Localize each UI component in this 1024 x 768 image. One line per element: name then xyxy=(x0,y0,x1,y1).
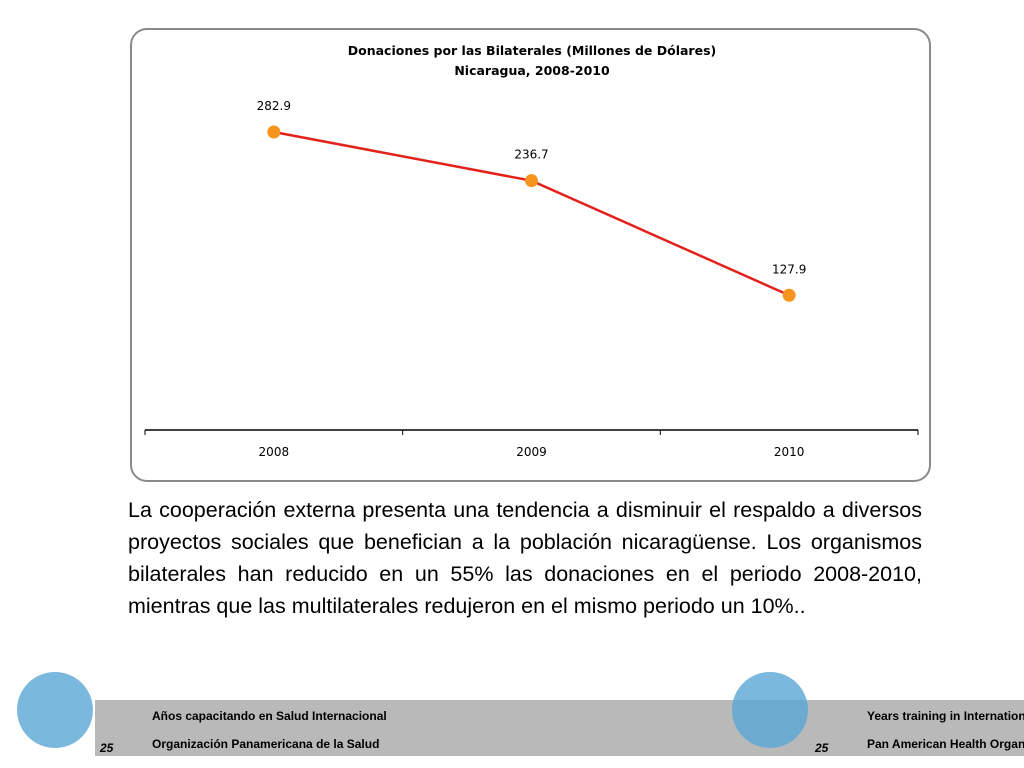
logo-globe xyxy=(17,672,93,748)
marker xyxy=(525,174,538,188)
footer-line: Years training in International Health xyxy=(867,709,1024,723)
chart-frame xyxy=(130,28,931,482)
x-tick-label: 2008 xyxy=(259,445,290,459)
marker xyxy=(267,125,281,139)
footer-org: Organización Panamericana de la Salud xyxy=(152,737,379,751)
footer-line: Años capacitando en Salud Internacional xyxy=(152,709,387,723)
footer-band xyxy=(95,700,1024,756)
data-label: 236.7 xyxy=(514,148,548,162)
logo-globe xyxy=(732,672,808,748)
x-tick-label: 2009 xyxy=(516,445,547,459)
footer-number: 25 xyxy=(99,741,114,755)
chart: Donaciones por las Bilaterales (Millones… xyxy=(130,28,931,482)
x-tick-label: 2010 xyxy=(774,445,805,459)
data-label: 127.9 xyxy=(772,262,806,276)
chart-title: Donaciones por las Bilaterales (Millones… xyxy=(348,43,716,58)
data-label: 282.9 xyxy=(257,99,291,113)
footer-number: 25 xyxy=(814,741,829,755)
marker xyxy=(782,288,796,302)
body-text: La cooperación externa presenta una tend… xyxy=(128,498,922,618)
chart-subtitle: Nicaragua, 2008-2010 xyxy=(454,63,610,78)
footer-org: Pan American Health Organization xyxy=(867,737,1024,751)
